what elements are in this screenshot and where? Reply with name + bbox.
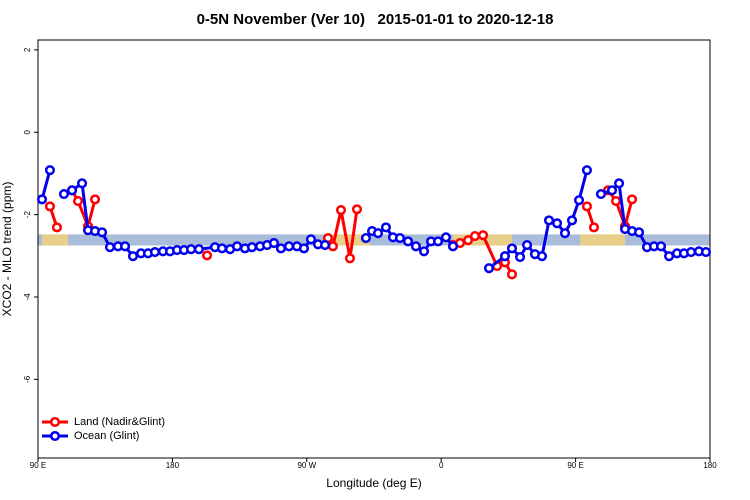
y-tick-label: 0 <box>23 129 32 134</box>
y-tick-label: -4 <box>23 293 32 301</box>
data-point <box>402 236 414 247</box>
data-point <box>97 227 108 238</box>
legend-marker <box>49 430 61 442</box>
data-point <box>522 240 533 251</box>
data-point <box>351 204 363 215</box>
plot-frame <box>37 39 711 459</box>
data-point <box>573 195 585 206</box>
data-point <box>463 235 474 246</box>
reference-band <box>38 234 710 246</box>
data-point <box>581 165 592 176</box>
data-point <box>588 222 600 233</box>
data-point <box>543 215 555 226</box>
data-point <box>298 243 310 254</box>
data-point <box>483 263 495 274</box>
data-point <box>664 251 675 262</box>
data-point <box>232 241 243 252</box>
data-point <box>634 227 645 238</box>
data-point <box>536 251 548 262</box>
data-point <box>66 185 78 196</box>
data-point <box>410 241 422 252</box>
data-point <box>440 232 452 243</box>
data-point <box>193 244 205 255</box>
data-point <box>499 251 511 262</box>
x-tick-label: 180 <box>166 461 180 470</box>
data-point <box>360 233 371 244</box>
data-point <box>305 234 317 245</box>
y-tick-label: -6 <box>23 375 32 383</box>
x-tick-label: 90 E <box>567 461 583 470</box>
series-line <box>48 189 634 276</box>
x-tick-label: 90 W <box>297 461 316 470</box>
data-point <box>581 201 592 212</box>
data-point <box>614 178 625 189</box>
data-point <box>514 251 526 263</box>
data-point <box>685 247 697 258</box>
data-point <box>335 205 347 216</box>
data-point <box>344 253 356 264</box>
x-tick-label: 0 <box>439 461 444 470</box>
data-point <box>246 242 258 253</box>
data-point <box>433 236 444 247</box>
data-point <box>327 241 338 252</box>
x-tick-label: 180 <box>703 461 717 470</box>
data-point <box>566 215 578 226</box>
data-point <box>418 246 430 257</box>
data-point <box>275 243 287 254</box>
data-point <box>201 250 213 261</box>
data-point <box>447 241 459 252</box>
data-point <box>216 243 228 254</box>
x-axis-label: Longitude (deg E) <box>326 476 421 490</box>
data-point <box>655 241 667 252</box>
data-point <box>127 251 139 262</box>
band-highlight <box>42 234 69 246</box>
data-point <box>559 228 571 239</box>
data-point <box>186 244 197 255</box>
data-point <box>372 228 384 239</box>
data-point <box>72 195 84 207</box>
data-point <box>469 230 480 242</box>
data-point <box>36 194 48 205</box>
data-point <box>149 247 160 258</box>
y-axis-label: XCO2 - MLO trend (ppm) <box>0 182 14 317</box>
data-point <box>552 218 563 229</box>
data-point <box>506 243 518 254</box>
data-point <box>700 247 712 258</box>
legend-label: Land (Nadir&Glint) <box>74 416 165 428</box>
data-point <box>611 195 622 207</box>
data-point <box>506 269 518 280</box>
band-highlight <box>329 234 370 246</box>
data-point <box>626 194 638 205</box>
data-point <box>120 241 131 252</box>
legend-label: Ocean (Glint) <box>74 430 139 442</box>
data-point <box>595 188 607 200</box>
data-point <box>283 241 295 252</box>
data-point <box>104 242 116 253</box>
y-tick-label: 2 <box>23 47 32 52</box>
x-tick-label: 90 E <box>30 461 46 470</box>
legend-marker <box>49 416 61 428</box>
data-point <box>77 178 88 189</box>
y-tick-label: -2 <box>23 211 32 219</box>
data-point <box>268 237 279 249</box>
data-point <box>51 222 63 233</box>
chart-title: 0-5N November (Ver 10) 2015-01-01 to 202… <box>197 11 554 28</box>
data-point <box>380 222 391 233</box>
data-point <box>606 185 618 196</box>
data-point <box>58 188 70 200</box>
data-point <box>89 194 101 205</box>
data-point <box>44 165 55 176</box>
data-point <box>477 230 489 241</box>
data-point <box>44 201 55 212</box>
data-point <box>394 233 406 244</box>
data-point <box>319 240 331 251</box>
band-highlight <box>580 234 626 246</box>
